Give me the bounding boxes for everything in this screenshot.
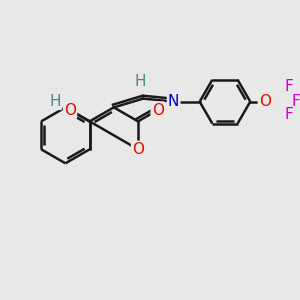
- Text: O: O: [152, 103, 164, 118]
- Text: F: F: [291, 94, 300, 109]
- Text: F: F: [284, 107, 293, 122]
- Text: O: O: [259, 94, 271, 109]
- Text: F: F: [284, 80, 293, 94]
- Text: N: N: [168, 94, 179, 109]
- Text: H: H: [49, 94, 61, 109]
- Text: H: H: [135, 74, 146, 89]
- Text: O: O: [132, 142, 144, 157]
- Text: O: O: [64, 103, 76, 118]
